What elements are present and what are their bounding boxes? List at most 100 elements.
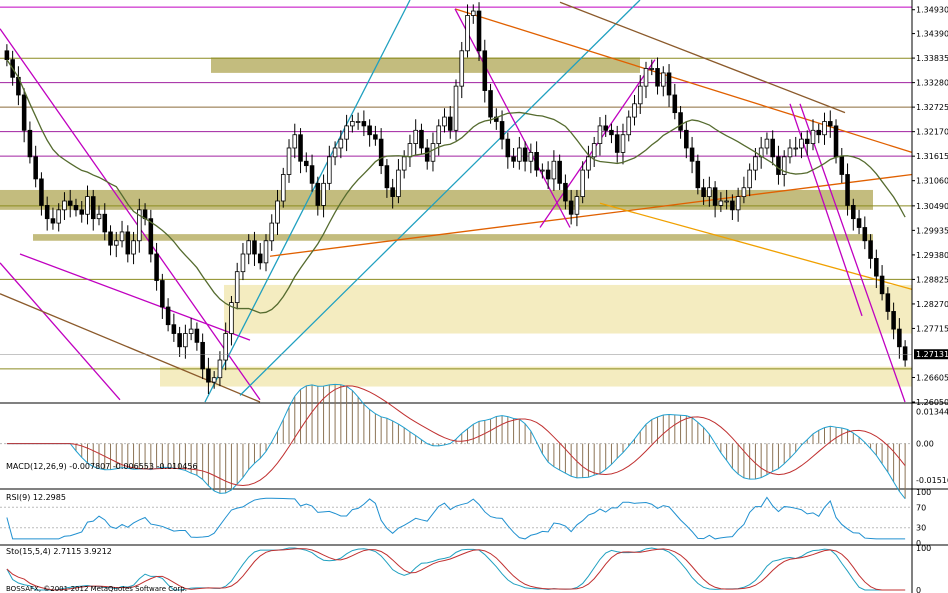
candle-body: [361, 121, 367, 127]
candle-body: [4, 50, 10, 61]
candle-body: [332, 147, 338, 158]
candle-body: [816, 129, 822, 136]
macd-tick-label: 0.01344: [916, 407, 948, 416]
candle-body: [384, 165, 390, 189]
trend-line: [204, 0, 411, 403]
candle-body: [188, 328, 194, 334]
candle-body: [223, 333, 228, 361]
candle-body: [747, 169, 752, 189]
candle-body: [874, 258, 879, 277]
macd-tick-label: 0.00: [916, 440, 934, 449]
candle-body: [580, 169, 585, 197]
candle-body: [217, 359, 223, 379]
candle-body: [470, 10, 476, 16]
candle-body: [614, 134, 620, 153]
candle-body: [419, 129, 424, 149]
price-zone: [160, 366, 912, 387]
candle-body: [724, 200, 729, 203]
candle-body: [27, 129, 33, 158]
candle-body: [833, 125, 839, 158]
price-zone: [0, 189, 873, 210]
candle-body: [707, 187, 712, 197]
candle-body: [401, 156, 407, 171]
candle-body: [33, 156, 38, 180]
rsi-line: [6, 496, 906, 540]
candle-body: [413, 129, 418, 144]
candle-body: [390, 187, 395, 197]
candle-body: [568, 200, 574, 215]
candle-body: [373, 134, 378, 140]
trend-line: [269, 173, 913, 257]
candle-body: [442, 116, 447, 127]
candle-body: [171, 324, 177, 334]
candle-body: [856, 218, 862, 228]
candle-body: [378, 138, 384, 167]
trend-line: [454, 8, 571, 228]
candle-body: [309, 165, 315, 184]
candle-body: [879, 275, 885, 295]
candle-body: [499, 121, 505, 140]
candle-body: [114, 240, 119, 246]
candle-body: [770, 138, 775, 158]
candle-body: [885, 293, 891, 312]
candle-body: [684, 129, 689, 149]
candle-body: [286, 147, 292, 175]
candle-body: [44, 205, 50, 220]
price-tick-label: 1.28825: [916, 275, 948, 284]
candle-body: [338, 138, 344, 149]
candle-body: [891, 311, 896, 330]
candle-body: [718, 200, 724, 206]
candle-body: [304, 160, 309, 167]
candle-body: [695, 160, 701, 189]
candle-body: [557, 160, 562, 184]
candle-body: [39, 178, 44, 206]
candle-body: [160, 280, 165, 308]
candle-body: [234, 271, 240, 304]
candle-body: [292, 134, 298, 149]
candle-body: [263, 240, 269, 264]
candle-body: [459, 50, 465, 87]
candle-body: [73, 205, 79, 211]
candle-body: [211, 377, 217, 383]
price-panel: [0, 0, 913, 403]
rsi-tick-label: 100: [916, 488, 931, 497]
candle-body: [257, 253, 263, 264]
macd-tick-label: -0.01516: [916, 476, 948, 485]
price-tick-label: 1.27715: [916, 324, 948, 333]
trend-line: [0, 293, 261, 403]
candle-body: [787, 147, 793, 158]
candle-body: [609, 129, 614, 136]
trend-line: [559, 1, 846, 114]
price-tick-label: 1.33280: [916, 79, 948, 88]
candle-body: [822, 121, 827, 136]
candle-body: [528, 152, 534, 162]
price-tick-label: 1.31060: [916, 177, 948, 186]
candle-body: [90, 196, 96, 220]
candle-body: [661, 72, 666, 87]
copyright-footer: BOSSAFX, ©2001-2012 MetaQuotes Software …: [6, 585, 187, 593]
candle-body: [355, 121, 361, 123]
trend-line: [539, 59, 656, 228]
candle-body: [298, 134, 303, 162]
candle-body: [637, 85, 643, 105]
current-price-box: [914, 349, 948, 360]
rsi-tick-label: 70: [916, 503, 926, 512]
candle-body: [165, 306, 171, 326]
macd-label: MACD(12,26,9) -0.007807 -0.006553 -0.010…: [6, 462, 198, 471]
candle-body: [465, 15, 470, 52]
candle-body: [902, 346, 908, 361]
candle-body: [85, 196, 90, 215]
price-tick-label: 1.26605: [916, 373, 948, 382]
price-tick-label: 1.34930: [916, 6, 948, 15]
price-zone: [224, 284, 912, 334]
candle-body: [781, 156, 787, 175]
stochastic-panel: 100 0: [6, 544, 931, 593]
candle-body: [851, 205, 856, 220]
candle-body: [545, 169, 551, 180]
candle-body: [810, 129, 816, 144]
candle-body: [505, 138, 511, 158]
price-tick-label: 1.33835: [916, 54, 948, 63]
candle-body: [655, 68, 660, 87]
